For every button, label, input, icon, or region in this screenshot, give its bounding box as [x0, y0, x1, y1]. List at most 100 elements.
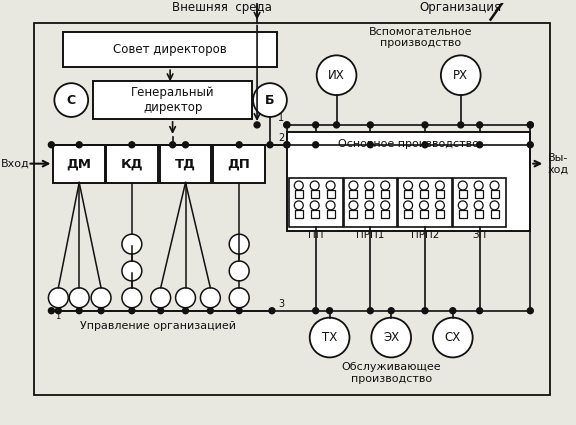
Circle shape	[122, 261, 142, 281]
Text: Б: Б	[265, 94, 275, 107]
Circle shape	[284, 142, 290, 148]
Circle shape	[367, 142, 373, 148]
Bar	[404, 190, 412, 198]
Bar	[310, 190, 319, 198]
Bar	[33, 23, 550, 395]
Circle shape	[98, 308, 104, 314]
Text: 3: 3	[278, 299, 284, 309]
Bar	[289, 178, 343, 227]
Text: ПРП1: ПРП1	[356, 230, 385, 240]
Text: ЭХ: ЭХ	[383, 331, 399, 344]
Circle shape	[477, 122, 483, 128]
Circle shape	[458, 122, 464, 128]
Circle shape	[349, 181, 358, 190]
Circle shape	[365, 201, 374, 210]
Circle shape	[527, 122, 533, 128]
Circle shape	[294, 181, 303, 190]
Circle shape	[267, 142, 273, 148]
Circle shape	[367, 308, 373, 314]
Bar	[287, 132, 530, 231]
Circle shape	[490, 201, 499, 210]
Circle shape	[207, 308, 213, 314]
Circle shape	[269, 308, 275, 314]
Bar	[475, 190, 483, 198]
Bar	[327, 190, 335, 198]
Bar	[160, 145, 211, 182]
Circle shape	[54, 83, 88, 117]
Circle shape	[365, 181, 374, 190]
Circle shape	[527, 308, 533, 314]
Text: КД: КД	[120, 157, 143, 170]
Circle shape	[477, 142, 483, 148]
Circle shape	[183, 142, 188, 148]
Circle shape	[236, 142, 242, 148]
Circle shape	[294, 201, 303, 210]
Circle shape	[122, 234, 142, 254]
Text: РХ: РХ	[453, 69, 468, 82]
Bar	[295, 210, 303, 218]
Text: Вы-
ход: Вы- ход	[548, 153, 569, 174]
Circle shape	[327, 308, 332, 314]
Text: ПРП2: ПРП2	[411, 230, 439, 240]
Bar	[343, 178, 397, 227]
Circle shape	[129, 142, 135, 148]
Text: ПП: ПП	[308, 230, 324, 240]
Bar	[63, 32, 277, 67]
Circle shape	[349, 201, 358, 210]
Circle shape	[122, 288, 142, 308]
Bar	[491, 210, 498, 218]
Circle shape	[381, 181, 390, 190]
Circle shape	[176, 288, 195, 308]
Circle shape	[236, 308, 242, 314]
Circle shape	[422, 142, 428, 148]
Bar	[295, 190, 303, 198]
Circle shape	[310, 181, 319, 190]
Text: 1: 1	[278, 113, 284, 123]
Circle shape	[435, 201, 444, 210]
Circle shape	[404, 201, 412, 210]
Circle shape	[55, 308, 61, 314]
Bar	[106, 145, 158, 182]
Circle shape	[151, 288, 170, 308]
Circle shape	[200, 288, 220, 308]
Circle shape	[310, 201, 319, 210]
Circle shape	[158, 308, 164, 314]
Text: Организация: Организация	[420, 1, 502, 14]
Text: ИХ: ИХ	[328, 69, 345, 82]
Bar	[458, 210, 467, 218]
Text: ДП: ДП	[228, 157, 251, 170]
Bar	[436, 210, 444, 218]
Bar	[310, 210, 319, 218]
Circle shape	[450, 308, 456, 314]
Circle shape	[313, 122, 319, 128]
Circle shape	[433, 317, 473, 357]
Bar	[365, 190, 373, 198]
Text: 1: 1	[55, 312, 60, 321]
Text: ЗП: ЗП	[472, 230, 487, 240]
Text: Обслуживающее
производство: Обслуживающее производство	[342, 363, 441, 384]
Circle shape	[419, 181, 429, 190]
Text: Вход: Вход	[1, 159, 30, 169]
Circle shape	[419, 201, 429, 210]
Circle shape	[76, 308, 82, 314]
Circle shape	[284, 122, 290, 128]
Circle shape	[458, 181, 467, 190]
Text: ТД: ТД	[175, 157, 196, 170]
Circle shape	[441, 55, 480, 95]
Circle shape	[76, 142, 82, 148]
Circle shape	[313, 142, 319, 148]
Circle shape	[313, 308, 319, 314]
Circle shape	[474, 201, 483, 210]
Text: Управление организацией: Управление организацией	[79, 320, 236, 331]
Text: 2: 2	[278, 133, 284, 143]
Circle shape	[48, 288, 69, 308]
Bar	[420, 210, 428, 218]
Circle shape	[490, 181, 499, 190]
Circle shape	[169, 142, 176, 148]
Circle shape	[183, 308, 188, 314]
Circle shape	[527, 142, 533, 148]
Bar	[404, 210, 412, 218]
Bar	[381, 210, 389, 218]
Bar	[436, 190, 444, 198]
Circle shape	[48, 308, 54, 314]
